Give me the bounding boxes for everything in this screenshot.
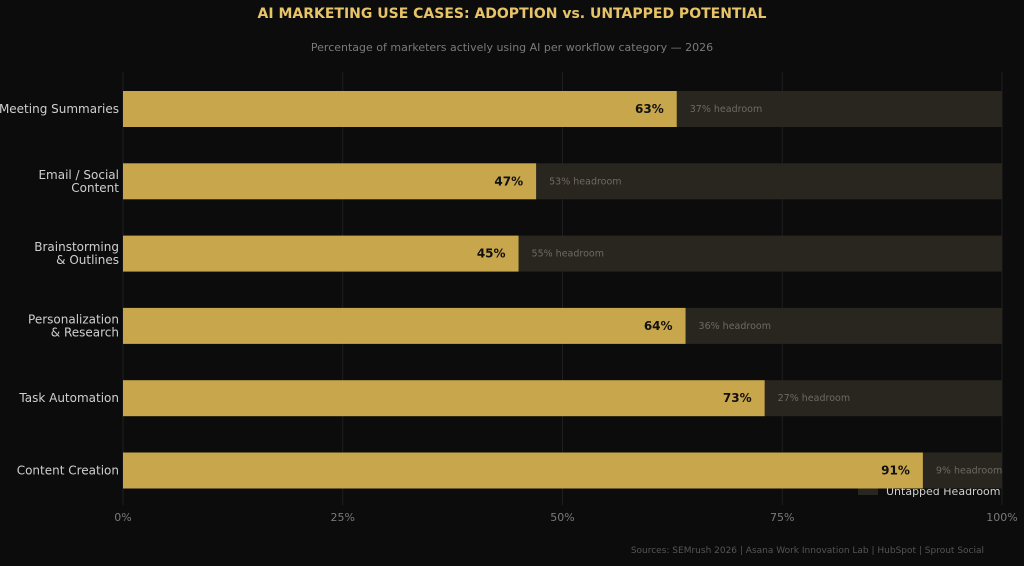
bar-headroom xyxy=(518,235,1002,272)
headroom-label: 36% headroom xyxy=(699,321,771,332)
chart-title: AI MARKETING USE CASES: ADOPTION vs. UNT… xyxy=(258,6,767,22)
bar-headroom xyxy=(922,452,1002,489)
value-label: 45% xyxy=(477,247,506,261)
value-label: 64% xyxy=(644,319,673,333)
x-tick-label: 100% xyxy=(986,511,1017,524)
bar-adoption xyxy=(123,163,537,200)
headroom-label: 27% headroom xyxy=(778,393,850,404)
category-label: Content xyxy=(71,181,119,195)
headroom-label: 53% headroom xyxy=(549,176,621,187)
x-tick-label: 50% xyxy=(550,511,574,524)
grid-layer xyxy=(122,72,1003,505)
headroom-label: 37% headroom xyxy=(690,104,762,115)
value-label: 73% xyxy=(723,391,752,405)
category-label: Content Creation xyxy=(17,464,119,478)
bar-headroom xyxy=(676,91,1002,127)
category-label: Personalization xyxy=(28,312,119,326)
bar-headroom xyxy=(536,163,1002,200)
x-axis-ticks: 0% 25% 50% 75% 100% xyxy=(114,511,1017,524)
category-label: Meeting Summaries xyxy=(0,102,119,116)
category-label: Task Automation xyxy=(18,391,119,405)
bar-adoption xyxy=(123,91,677,127)
bar-adoption xyxy=(123,235,519,272)
headroom-label: 55% headroom xyxy=(532,249,604,260)
x-tick-label: 75% xyxy=(770,511,794,524)
category-label: & Outlines xyxy=(56,253,119,267)
value-label: 63% xyxy=(635,102,664,116)
value-label: 47% xyxy=(494,174,523,188)
legend-swatch xyxy=(858,487,878,495)
bar-adoption xyxy=(123,380,765,417)
category-label: Email / Social xyxy=(38,168,119,182)
chart-subtitle: Percentage of marketers actively using A… xyxy=(311,41,713,54)
bar-adoption xyxy=(123,452,923,489)
category-label: Brainstorming xyxy=(34,240,119,254)
x-tick-label: 0% xyxy=(114,511,131,524)
bar-adoption xyxy=(123,307,686,344)
category-label: & Research xyxy=(51,325,119,339)
bars-layer: 63% 37% headroom 47% 53% headroom 45% 55% hea… xyxy=(123,91,1002,489)
bar-headroom xyxy=(764,380,1002,417)
headroom-label: 9% headroom xyxy=(936,466,1002,477)
x-tick-label: 25% xyxy=(331,511,355,524)
bar-headroom xyxy=(685,307,1002,344)
value-label: 91% xyxy=(881,464,910,478)
source-note: Sources: SEMrush 2026 | Asana Work Innov… xyxy=(631,546,984,556)
